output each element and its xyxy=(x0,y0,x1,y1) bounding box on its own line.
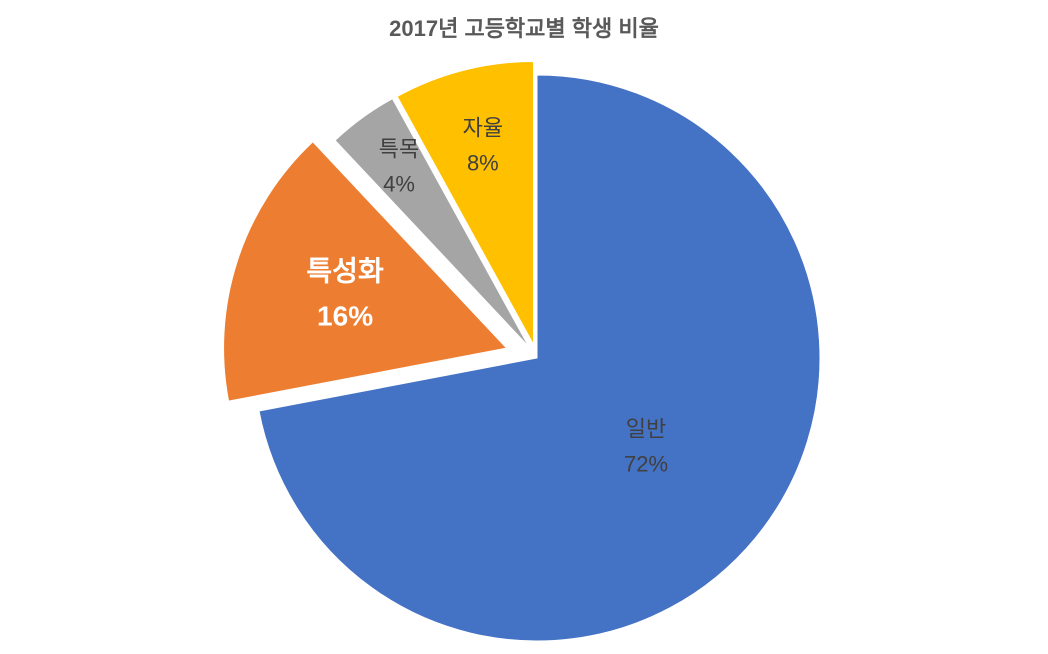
slice-label: 특목 xyxy=(379,136,419,161)
slice-label: 특성화 xyxy=(306,256,384,287)
pie-slice xyxy=(334,97,530,348)
slice-value-label: 8% xyxy=(467,150,499,175)
slice-value-label: 16% xyxy=(317,300,373,331)
slice-value-label: 72% xyxy=(624,452,668,477)
slice-label: 자율 xyxy=(463,115,503,140)
pie-slice xyxy=(396,60,535,345)
pie-slice xyxy=(258,74,821,642)
slice-label: 일반 xyxy=(626,416,666,441)
pie-slice xyxy=(223,141,508,402)
chart-title: 2017년 고등학교별 학생 비율 xyxy=(389,16,659,41)
slice-value-label: 4% xyxy=(383,172,415,197)
